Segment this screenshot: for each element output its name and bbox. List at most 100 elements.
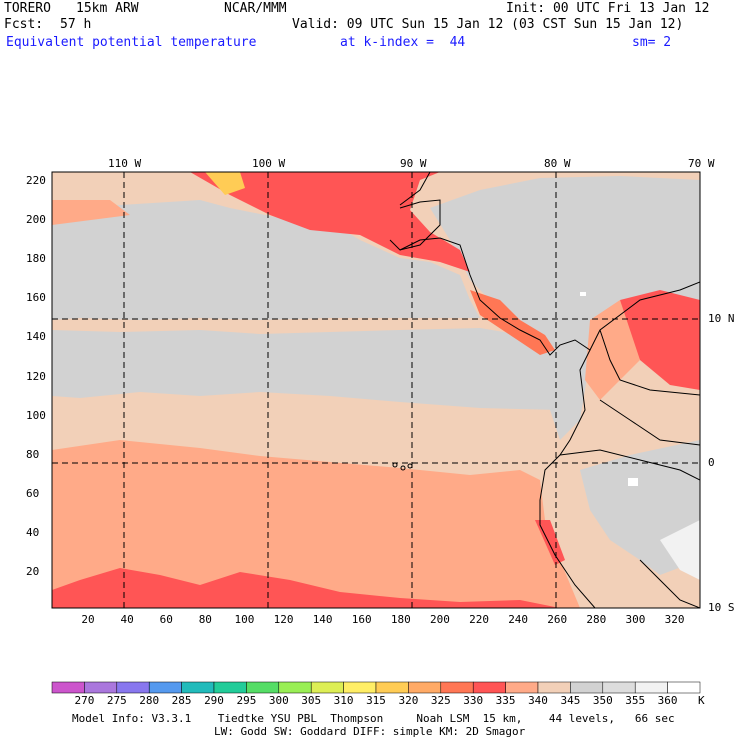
red-peru-coast [535,520,565,565]
lon-label-80w: 80 W [544,157,571,170]
legend-swatch [278,681,312,694]
x-tick-label: 220 [469,613,489,626]
legend-swatch [440,681,474,694]
x-tick-label: 140 [312,613,333,626]
legend-label: 315 [366,694,386,707]
y-tick-label: 60 [26,486,40,500]
legend-label: 335 [495,694,516,707]
valid-time: Valid: 09 UTC Sun 15 Jan 12 (03 CST Sun … [292,17,684,32]
salmon-south [52,440,580,608]
legend-label: 295 [236,694,257,707]
forecast-label: Fcst: [4,17,44,32]
y-tick-label: 180 [26,252,46,266]
lon-label-110w: 110 W [108,157,142,170]
graticule [52,172,700,608]
init-time: Init: 00 UTC Fri 13 Jan 12 [506,1,710,16]
warm-spot [205,172,245,195]
legend-label: 300 [268,694,289,707]
organization: NCAR/MMM [224,1,287,16]
footer-model-info: Model Info: V3.3.1 Tiedtke YSU PBL Thomp… [72,712,675,725]
legend-swatch [116,681,150,694]
legend-label: 345 [560,694,581,707]
red-south [52,568,560,608]
legend-label: 280 [139,694,160,707]
lon-label-70w: 70 W [688,157,715,170]
red-north-ocean [52,200,130,225]
theta-e-field [52,172,700,608]
legend-label: 310 [333,694,354,707]
model-name: TORERO [4,1,51,16]
legend-swatch [213,681,247,694]
lon-label-90w: 90 W [400,157,427,170]
legend-label: 350 [592,694,613,707]
lat-label-10n: 10 N [708,312,735,325]
model-resolution: 15km ARW [76,1,139,16]
salmon-colombia [585,300,640,400]
x-tick-label: 100 [234,613,255,626]
red-colombia [620,290,700,390]
y-tick-label: 160 [26,291,46,305]
forecast-hours: 57 h [60,17,92,32]
legend-label: 275 [106,694,127,707]
legend-label: 320 [398,694,419,707]
field-name: Equivalent potential temperature [6,35,257,50]
legend-label: 360 [657,694,678,707]
legend-swatch [181,681,215,694]
legend-swatch [602,681,636,694]
legend-label: 290 [204,694,224,707]
x-tick-label: 180 [390,613,411,626]
grey-band-middle [52,328,570,410]
x-tick-label: 40 [120,613,134,626]
x-tick-label: 120 [273,613,294,626]
lat-label-10s: 10 S [708,601,735,614]
footer-physics-info: LW: Godd SW: Goddard DIFF: simple KM: 2D… [214,725,526,738]
legend-colorbar [51,681,701,694]
x-tick-label: 200 [430,613,450,626]
legend-swatch [148,681,182,694]
legend-swatch [537,681,571,694]
legend-swatch [84,681,118,694]
legend-swatch [375,681,409,694]
y-tick-label: 40 [26,525,40,539]
y-tick-label: 140 [26,330,46,344]
legend-swatch [51,681,85,694]
x-tick-label: 160 [351,613,372,626]
grey-band-east [430,176,700,440]
smoothing-info: sm= 2 [632,35,672,50]
legend-swatch [667,681,701,694]
x-tick-label: 300 [625,613,646,626]
legend-swatch [246,681,280,694]
x-tick-label: 20 [81,613,95,626]
x-tick-label: 320 [664,613,685,626]
legend-label: 285 [171,694,192,707]
lat-label-0: 0 [708,456,715,469]
x-tick-label: 260 [547,613,568,626]
legend-swatch [505,681,539,694]
legend-swatch [310,681,344,694]
x-tick-label: 240 [508,613,529,626]
legend-label: 270 [74,694,95,707]
x-tick-label: 60 [159,613,173,626]
y-tick-label: 220 [26,174,46,187]
y-tick-label: 120 [26,369,46,383]
legend-label: 355 [625,694,646,707]
red-central-america [470,290,555,355]
legend-label: 305 [301,694,322,707]
y-tick-label: 80 [26,447,40,461]
legend-swatch [408,681,442,694]
x-tick-label: 80 [198,613,212,626]
legend-swatch [570,681,604,694]
legend-label: 330 [463,694,484,707]
legend-label: 325 [430,694,451,707]
coastlines [389,172,700,608]
grey-band-north [52,200,480,320]
legend-swatch [343,681,377,694]
legend-label: 340 [528,694,548,707]
level-info: at k-index = 44 [340,35,466,50]
red-north-coast [52,172,470,272]
legend-unit: K [698,694,705,707]
legend-swatch [634,681,668,694]
legend-swatch [472,681,506,694]
x-tick-label: 280 [586,613,607,626]
